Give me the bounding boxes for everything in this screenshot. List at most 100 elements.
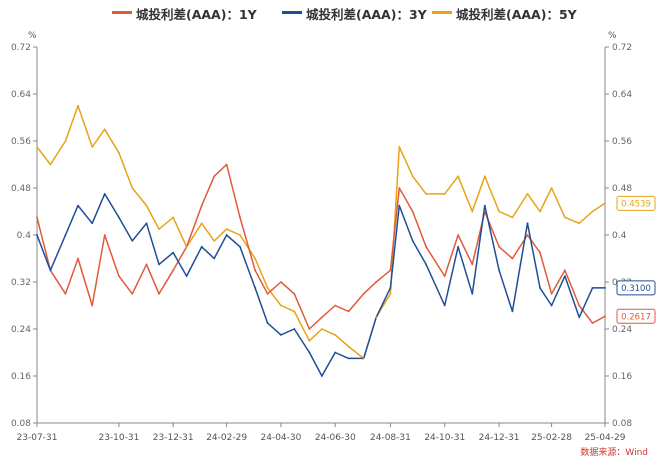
legend-label-2: 城投利差(AAA)：3Y	[306, 7, 428, 22]
series-point-1	[483, 210, 486, 213]
series-line-2	[36, 193, 605, 377]
series-point-2	[239, 245, 241, 248]
series-point-3	[239, 234, 241, 236]
series-line-3	[36, 105, 606, 360]
series-point-2	[347, 357, 350, 360]
legend-swatch-1	[112, 11, 132, 14]
series-point-2	[266, 322, 269, 324]
series-point-1	[64, 292, 67, 295]
series-point-1	[347, 310, 350, 313]
series-point-2	[511, 310, 514, 313]
y-tick-label-left: 0.4	[17, 231, 32, 241]
series-point-3	[398, 146, 401, 148]
legend-swatch-3	[432, 11, 452, 14]
last-value-label-1: 0.2617	[621, 312, 651, 322]
series-point-3	[280, 304, 282, 307]
y-tick-label-right: 0.16	[612, 372, 632, 382]
series-point-1	[389, 269, 392, 272]
series-point-2	[471, 292, 474, 295]
y-unit-left: %	[28, 31, 37, 41]
series-point-2	[225, 234, 228, 236]
series-point-3	[77, 104, 79, 107]
series-point-3	[200, 222, 203, 225]
series-point-1	[511, 257, 514, 260]
series-point-2	[293, 328, 296, 330]
y-unit-right: %	[608, 31, 617, 41]
x-tick-label: 24-12-31	[479, 433, 520, 443]
series-point-2	[334, 351, 337, 354]
y-tick-label-left: 0.64	[11, 90, 31, 100]
series-point-1	[550, 292, 553, 295]
y-tick-label-left: 0.32	[11, 278, 31, 288]
series-point-2	[254, 287, 256, 289]
series-point-2	[389, 287, 392, 289]
series-point-1	[172, 269, 175, 272]
series-point-2	[280, 334, 282, 336]
series-point-3	[457, 175, 459, 178]
series-point-2	[411, 240, 414, 242]
series-point-2	[118, 216, 120, 219]
series-point-1	[280, 281, 282, 283]
series-point-1	[131, 292, 134, 295]
series-point-3	[425, 193, 427, 195]
series-point-1	[362, 292, 365, 295]
series-point-1	[375, 281, 378, 283]
series-point-1	[334, 304, 337, 307]
series-point-1	[411, 210, 414, 213]
series-point-3	[158, 228, 160, 231]
x-tick-label: 24-04-30	[261, 433, 302, 443]
series-point-2	[103, 193, 106, 195]
y-tick-label-right: 0.64	[612, 90, 632, 100]
series-point-2	[604, 287, 606, 289]
series-point-2	[91, 222, 94, 225]
series-point-2	[321, 375, 323, 377]
series-point-3	[375, 316, 378, 319]
series-point-2	[49, 269, 52, 272]
x-tick-label: 23-07-31	[17, 433, 58, 443]
series-point-2	[308, 351, 311, 354]
series-point-3	[443, 193, 446, 195]
x-tick-label: 24-02-29	[206, 433, 247, 443]
series-point-1	[118, 275, 120, 277]
series-point-2	[77, 204, 79, 207]
series-point-1	[213, 175, 216, 178]
series-line-1	[36, 163, 606, 330]
last-value-label-3: 0.4539	[621, 199, 651, 209]
y-tick-label-right: 0.24	[612, 325, 632, 335]
y-tick-label-right: 0.56	[612, 137, 632, 147]
series-point-3	[91, 146, 94, 148]
series-point-3	[411, 175, 414, 178]
series-point-3	[564, 216, 566, 219]
series-point-3	[213, 240, 216, 242]
x-tick-label: 24-06-30	[315, 433, 356, 443]
series-point-2	[498, 269, 500, 272]
series-point-1	[578, 304, 581, 307]
series-point-3	[347, 345, 350, 348]
last-value-box-1	[616, 308, 656, 324]
series-point-1	[498, 245, 500, 248]
series-point-2	[213, 257, 216, 260]
series-point-1	[457, 234, 459, 236]
series-point-2	[591, 287, 594, 289]
series-point-3	[118, 151, 120, 154]
series-point-1	[36, 216, 38, 219]
series-point-1	[158, 292, 160, 295]
series-point-3	[64, 140, 67, 142]
series-point-1	[103, 234, 106, 236]
series-point-2	[578, 316, 581, 319]
series-point-3	[362, 357, 365, 360]
x-tick-label: 25-02-28	[531, 433, 572, 443]
series-point-1	[225, 163, 228, 166]
x-tick-label: 23-12-31	[153, 433, 194, 443]
series-point-3	[266, 287, 269, 289]
series-point-3	[526, 193, 529, 195]
legend-label-3: 城投利差(AAA)：5Y	[456, 7, 578, 22]
source-note: 数据来源：Wind	[580, 446, 648, 458]
series-point-1	[239, 216, 241, 219]
legend-swatch-2	[282, 11, 302, 14]
series-point-1	[604, 315, 606, 318]
series-point-3	[389, 292, 392, 295]
series-point-2	[457, 245, 459, 248]
